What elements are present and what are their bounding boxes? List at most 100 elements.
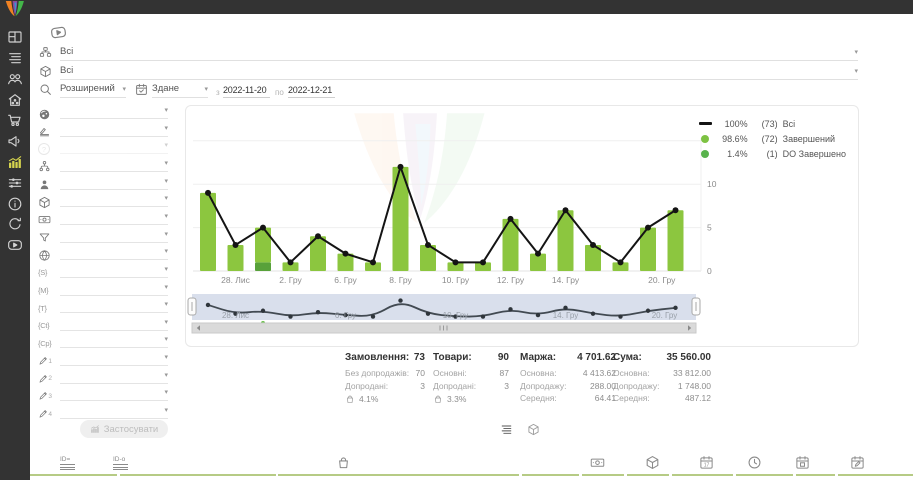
chevron-down-icon: ▾ bbox=[164, 371, 168, 379]
stat-column: Маржа: 4 701.62 Основна: 4 413.62 Допродажу:… bbox=[520, 352, 616, 403]
filter-select-status[interactable]: ▾ bbox=[60, 106, 168, 119]
cube-icon bbox=[645, 455, 660, 470]
column-header-payment[interactable] bbox=[590, 455, 605, 470]
chevron-down-icon: ▾ bbox=[164, 212, 168, 220]
app-logo bbox=[3, 0, 27, 24]
funnel-filter-icon bbox=[38, 231, 52, 245]
structure-filter-icon bbox=[38, 160, 52, 174]
dot-marker-icon bbox=[698, 134, 713, 143]
dashboard-icon bbox=[7, 29, 23, 45]
utm-medium-filter-icon: {M} bbox=[38, 286, 49, 295]
product-select-value: Всі bbox=[60, 65, 74, 76]
column-header-date-created[interactable] bbox=[699, 455, 714, 470]
filter-select-utm-campaign[interactable]: ▾ bbox=[60, 335, 168, 349]
caledit-icon bbox=[850, 455, 865, 470]
filter-select-utm-term[interactable]: ▾ bbox=[60, 300, 168, 314]
products-toggle[interactable] bbox=[527, 423, 540, 436]
play-icon bbox=[7, 237, 23, 253]
filter-select-custom-field-4[interactable]: ▾ bbox=[60, 406, 168, 420]
filter-select-structure[interactable]: ▾ bbox=[60, 159, 168, 172]
stat-column: Товари: 90 Основні: 87 Допродані: 3 3.3% bbox=[433, 352, 509, 405]
brush-handle-right[interactable] bbox=[691, 297, 701, 316]
filter-select-custom-field-2[interactable]: ▾ bbox=[60, 371, 168, 384]
sidebar-item-updates[interactable] bbox=[7, 216, 23, 232]
svg-text:12. Гру: 12. Гру bbox=[497, 275, 525, 285]
clock-icon bbox=[747, 455, 762, 470]
chevron-down-icon: ▾ bbox=[164, 230, 168, 238]
legend-item[interactable]: 100% (73) Всі bbox=[698, 116, 846, 131]
utm-source-filter-icon: {S} bbox=[38, 268, 48, 278]
stat-value: 35 560.00 bbox=[666, 352, 712, 363]
sidebar-item-statistics[interactable] bbox=[7, 154, 23, 170]
column-header-date-shipped[interactable] bbox=[795, 455, 810, 470]
chart-range-brush[interactable]: 28. Лис 6. Гру 10. Гру 14. Гру 20. Гру bbox=[186, 294, 856, 336]
column-header-time[interactable] bbox=[747, 455, 762, 470]
filter-select-funnel[interactable]: ▾ bbox=[60, 230, 168, 243]
sidebar-item-dashboard[interactable] bbox=[7, 29, 23, 45]
search-mode-value: Розширений bbox=[60, 83, 115, 94]
chevron-down-icon: ▾ bbox=[164, 301, 168, 309]
sidebar-item-clients[interactable] bbox=[7, 71, 23, 87]
column-header-external-id[interactable]: ID-o bbox=[113, 456, 133, 471]
home-icon bbox=[7, 92, 23, 108]
sidebar-item-purchases[interactable] bbox=[7, 112, 23, 128]
cube-icon bbox=[527, 423, 540, 436]
stat-title: Товари: bbox=[433, 352, 472, 363]
chevron-down-icon: ▾ bbox=[854, 49, 858, 56]
column-header-products[interactable] bbox=[336, 455, 351, 470]
date-type-select[interactable]: Здане ▾ bbox=[152, 83, 208, 98]
filter-select-manager[interactable]: ▾ bbox=[60, 177, 168, 190]
custom-field-2-filter-icon: 2 bbox=[38, 372, 52, 386]
filter-select-payment[interactable]: ▾ bbox=[60, 212, 168, 225]
chart-card: 0 5 10 28. Лис 2. Гру 6. Гру 8. Гру 10. Гру 12. … bbox=[185, 105, 859, 347]
search-mode-select[interactable]: Розширений ▾ bbox=[60, 83, 126, 98]
date-from-label: з bbox=[216, 88, 220, 97]
chevron-down-icon: ▾ bbox=[164, 177, 168, 185]
product-select[interactable]: Всі ▾ bbox=[60, 65, 858, 80]
stat-column: Замовлення: 73 Без допродажів: 70 Допродані:… bbox=[345, 352, 425, 405]
video-help-icon[interactable] bbox=[48, 23, 69, 42]
custom-field-1-filter-icon: 1 bbox=[38, 354, 52, 368]
orders-list-toggle[interactable] bbox=[500, 423, 513, 436]
filter-select-custom-field-1[interactable]: ▾ bbox=[60, 353, 168, 367]
column-header-order-id[interactable]: ID= bbox=[60, 456, 80, 471]
column-header-items[interactable] bbox=[645, 455, 660, 470]
legend-item[interactable]: 98.6% (72) Завершений bbox=[698, 131, 846, 146]
filter-select-utm-medium[interactable]: ▾ bbox=[60, 283, 168, 296]
dot-marker-icon bbox=[698, 149, 713, 158]
column-header-date-updated[interactable] bbox=[850, 455, 865, 470]
date-to-input[interactable]: 2022-12-21 bbox=[288, 85, 335, 98]
sidebar-item-warehouse[interactable] bbox=[7, 92, 23, 108]
date-type-value: Здане bbox=[152, 83, 180, 94]
funnel-select[interactable]: Всі ▾ bbox=[60, 46, 858, 61]
filter-select-unknown[interactable]: ▾ bbox=[60, 141, 168, 155]
svg-text:6. Гру: 6. Гру bbox=[334, 275, 357, 285]
filter-select-product[interactable]: ▾ bbox=[60, 194, 168, 208]
sidebar-item-settings[interactable] bbox=[7, 175, 23, 191]
sidebar-item-marketing[interactable] bbox=[7, 133, 23, 149]
date-from-input[interactable]: 2022-11-20 bbox=[223, 85, 270, 98]
svg-text:14. Гру: 14. Гру bbox=[552, 275, 580, 285]
legend-item[interactable]: 1.4% (1) DO Завершено bbox=[698, 146, 846, 161]
sidebar-item-video[interactable] bbox=[7, 237, 23, 253]
filter-select-custom-field-3[interactable]: ▾ bbox=[60, 388, 168, 402]
stat-title: Маржа: bbox=[520, 352, 557, 363]
filter-select-utm-content[interactable]: ▾ bbox=[60, 318, 168, 331]
sidebar-item-orders[interactable] bbox=[7, 50, 23, 66]
date-to-label: по bbox=[275, 88, 284, 97]
bag-icon bbox=[336, 455, 351, 470]
stat-value: 73 bbox=[413, 352, 425, 363]
calbox-icon bbox=[795, 455, 810, 470]
brush-handle-left[interactable] bbox=[187, 297, 197, 316]
chevron-down-icon: ▾ bbox=[164, 265, 168, 273]
sidebar-item-info[interactable] bbox=[7, 196, 23, 212]
apply-button[interactable]: Застосувати bbox=[80, 420, 168, 438]
product-filter-icon bbox=[39, 65, 52, 78]
filter-select-site[interactable]: ▾ bbox=[60, 247, 168, 261]
filter-select-stage[interactable]: ▾ bbox=[60, 124, 168, 137]
search-icon bbox=[39, 83, 52, 96]
filter-select-utm-source[interactable]: ▾ bbox=[60, 265, 168, 278]
chart-scrollbar[interactable] bbox=[191, 322, 697, 334]
svg-text:5: 5 bbox=[707, 223, 712, 233]
